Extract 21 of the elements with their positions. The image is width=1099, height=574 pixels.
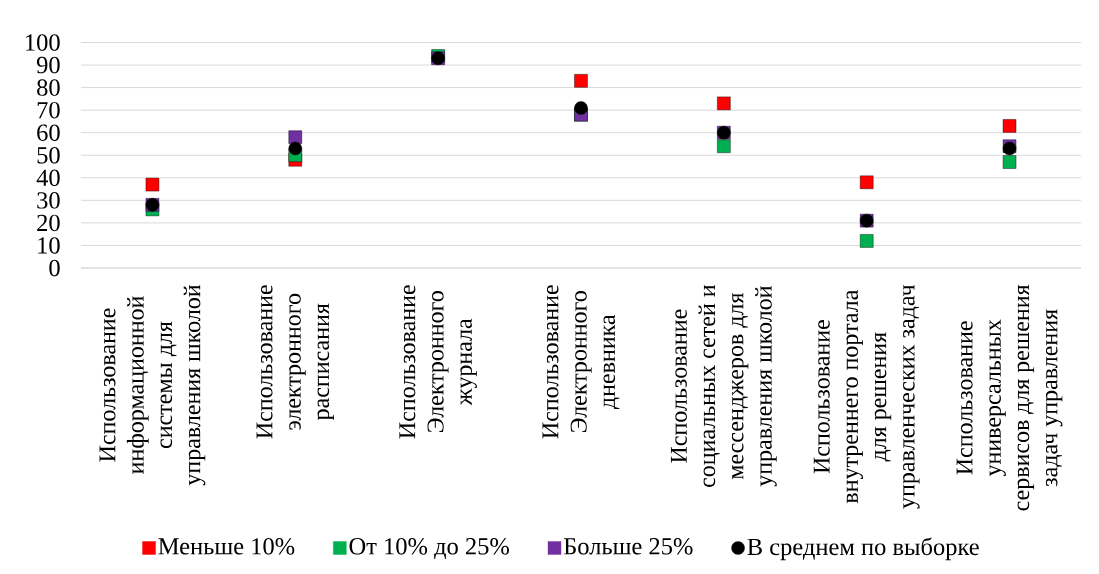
x-tick-label: Использование внутреннего портала для решения управленческих задач bbox=[813, 284, 920, 509]
y-tick-label: 70 bbox=[37, 101, 60, 119]
x-tick-label: Использование электронного расписания bbox=[256, 285, 334, 439]
y-tick-label: 40 bbox=[36, 169, 60, 187]
x-tick-label: Использование Электронного дневника bbox=[542, 285, 620, 439]
y-tick-label: 10 bbox=[38, 237, 60, 254]
legend-label: В среднем по выборке bbox=[747, 537, 979, 561]
legend-label: Больше 25% bbox=[563, 538, 693, 555]
legend-label: От 10% до 25% bbox=[349, 538, 509, 560]
x-tick-label: Использование информационной системы для управления школой bbox=[99, 284, 206, 486]
y-tick-label: 20 bbox=[37, 214, 60, 232]
y-tick-label: 80 bbox=[37, 79, 60, 96]
y-tick-label: 100 bbox=[26, 34, 60, 51]
y-tick-label: 60 bbox=[37, 124, 60, 141]
x-tick-label: Использование социальных сетей и мессенджеров для управления школой bbox=[670, 284, 777, 487]
y-tick-label: 0 bbox=[49, 259, 60, 277]
y-tick-label: 90 bbox=[36, 56, 60, 74]
legend-label: Меньше 10% bbox=[158, 538, 295, 555]
y-tick-label: 30 bbox=[37, 192, 60, 209]
y-tick-label: 50 bbox=[37, 146, 60, 164]
x-tick-label: Использование Электронного журнала bbox=[399, 285, 477, 439]
